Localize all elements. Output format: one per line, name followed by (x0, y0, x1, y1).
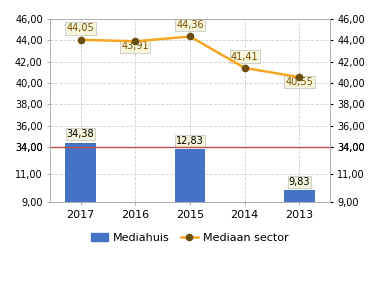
Text: 12,83: 12,83 (176, 136, 204, 146)
Text: 44,05: 44,05 (66, 23, 94, 33)
Text: 43,91: 43,91 (122, 41, 149, 51)
Bar (175, 149, 205, 202)
Bar (230, 202, 260, 300)
Text: 40,55: 40,55 (285, 77, 314, 87)
Text: 9,83: 9,83 (289, 177, 310, 187)
Legend: Mediahuis, Mediaan sector: Mediahuis, Mediaan sector (87, 229, 293, 247)
Bar (65, 143, 95, 202)
Text: 34,38: 34,38 (66, 129, 94, 139)
Bar (285, 190, 315, 202)
Text: 41,41: 41,41 (231, 52, 258, 61)
Text: 44,36: 44,36 (176, 20, 204, 30)
Text: 14,16: 14,16 (0, 299, 1, 300)
